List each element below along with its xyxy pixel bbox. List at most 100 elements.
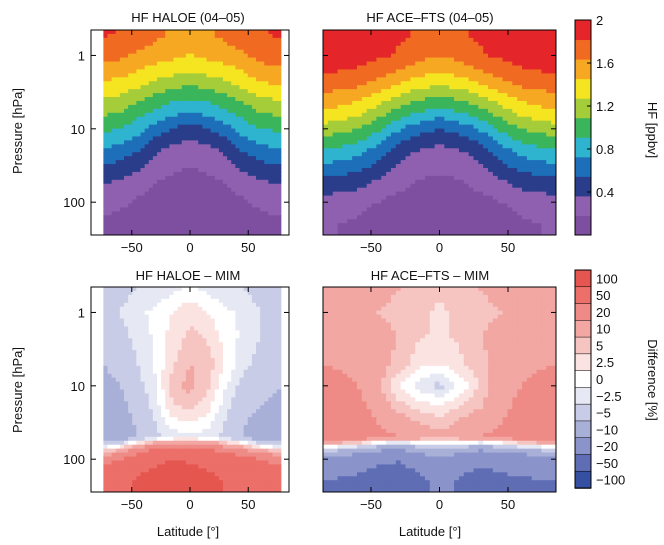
contour-cell: [512, 93, 518, 98]
contour-cell: [526, 227, 533, 232]
contour-cell: [323, 160, 329, 165]
contour-cell: [136, 100, 142, 106]
contour-cell: [260, 30, 265, 35]
contour-cell: [111, 30, 117, 35]
contour-cell: [522, 175, 528, 181]
contour-cell: [327, 116, 334, 122]
contour-cell: [347, 183, 353, 189]
contour-cell: [434, 100, 441, 106]
contour-cell: [247, 231, 253, 235]
contour-cell: [512, 108, 518, 114]
contour-cell: [386, 65, 392, 71]
contour-cell: [132, 227, 137, 232]
contour-cell: [161, 49, 166, 55]
contour-cell: [103, 199, 109, 205]
contour-cell: [202, 160, 208, 165]
contour-cell: [439, 195, 445, 201]
contour-cell: [473, 104, 479, 110]
contour-cell: [342, 97, 348, 102]
contour-cell: [276, 195, 282, 201]
contour-cell: [454, 33, 460, 39]
contour-cell: [439, 207, 445, 212]
contour-cell: [478, 41, 484, 47]
contour-cell: [165, 112, 170, 118]
contour-cell: [140, 65, 146, 71]
contour-cell: [185, 73, 191, 78]
contour-cell: [410, 203, 416, 208]
contour-cell: [429, 41, 436, 47]
contour-cell: [323, 227, 329, 232]
contour-cell: [115, 468, 121, 473]
contour-cell: [444, 207, 450, 212]
contour-cell: [173, 211, 179, 216]
contour-cell: [497, 223, 504, 228]
contour-cell: [342, 144, 348, 149]
contour-cell: [218, 223, 224, 228]
contour-cell: [531, 215, 538, 220]
contour-cell: [463, 104, 470, 110]
contour-cell: [551, 171, 556, 177]
contour-cell: [468, 33, 475, 39]
contour-cell: [361, 53, 368, 59]
contour-cell: [337, 37, 344, 43]
contour-cell: [502, 112, 509, 118]
contour-cell: [337, 120, 344, 126]
contour-cell: [260, 219, 265, 224]
contour-cell: [103, 179, 109, 185]
contour-cell: [264, 81, 269, 86]
contour-cell: [386, 132, 392, 138]
contour-cell: [512, 191, 518, 197]
contour-cell: [400, 73, 407, 78]
contour-cell: [502, 175, 509, 181]
contour-cell: [400, 57, 407, 63]
contour-cell: [190, 65, 195, 71]
contour-cell: [502, 100, 509, 106]
contour-cell: [243, 124, 249, 130]
contour-cell: [202, 45, 208, 51]
contour-cell: [395, 171, 402, 177]
contour-cell: [507, 112, 513, 118]
contour-cell: [522, 144, 528, 149]
contour-cell: [173, 128, 179, 134]
contour-cell: [531, 195, 538, 201]
contour-cell: [420, 53, 426, 59]
contour-cell: [272, 85, 278, 90]
contour-cell: [381, 132, 387, 138]
contour-cell: [410, 207, 416, 212]
contour-cell: [458, 156, 465, 161]
contour-cell: [415, 30, 421, 35]
contour-cell: [202, 227, 208, 232]
contour-cell: [247, 211, 253, 216]
contour-cell: [124, 53, 129, 59]
contour-cell: [235, 33, 241, 39]
contour-cell: [405, 116, 411, 122]
contour-cell: [512, 207, 518, 212]
contour-cell: [439, 140, 445, 145]
contour-cell: [218, 116, 224, 122]
contour-cell: [468, 195, 475, 201]
contour-cell: [526, 116, 533, 122]
contour-cell: [463, 69, 470, 74]
contour-cell: [152, 195, 158, 201]
contour-cell: [502, 191, 509, 197]
contour-cell: [119, 148, 125, 153]
contour-cell: [386, 57, 392, 63]
contour-cell: [415, 148, 421, 153]
contour-cell: [235, 65, 241, 71]
contour-cell: [424, 120, 431, 126]
contour-cell: [507, 223, 513, 228]
contour-cell: [371, 160, 377, 165]
contour-cell: [181, 215, 187, 220]
contour-cell: [434, 57, 441, 63]
contour-cell: [148, 65, 154, 71]
contour-cell: [231, 37, 236, 43]
contour-cell: [429, 124, 436, 130]
contour-cell: [415, 97, 421, 102]
contour-cell: [395, 128, 402, 134]
contour-cell: [119, 330, 125, 335]
contour-cell: [115, 81, 121, 86]
contour-cell: [206, 191, 212, 197]
contour-cell: [210, 215, 216, 220]
contour-cell: [227, 61, 232, 67]
contour-cell: [251, 140, 257, 145]
